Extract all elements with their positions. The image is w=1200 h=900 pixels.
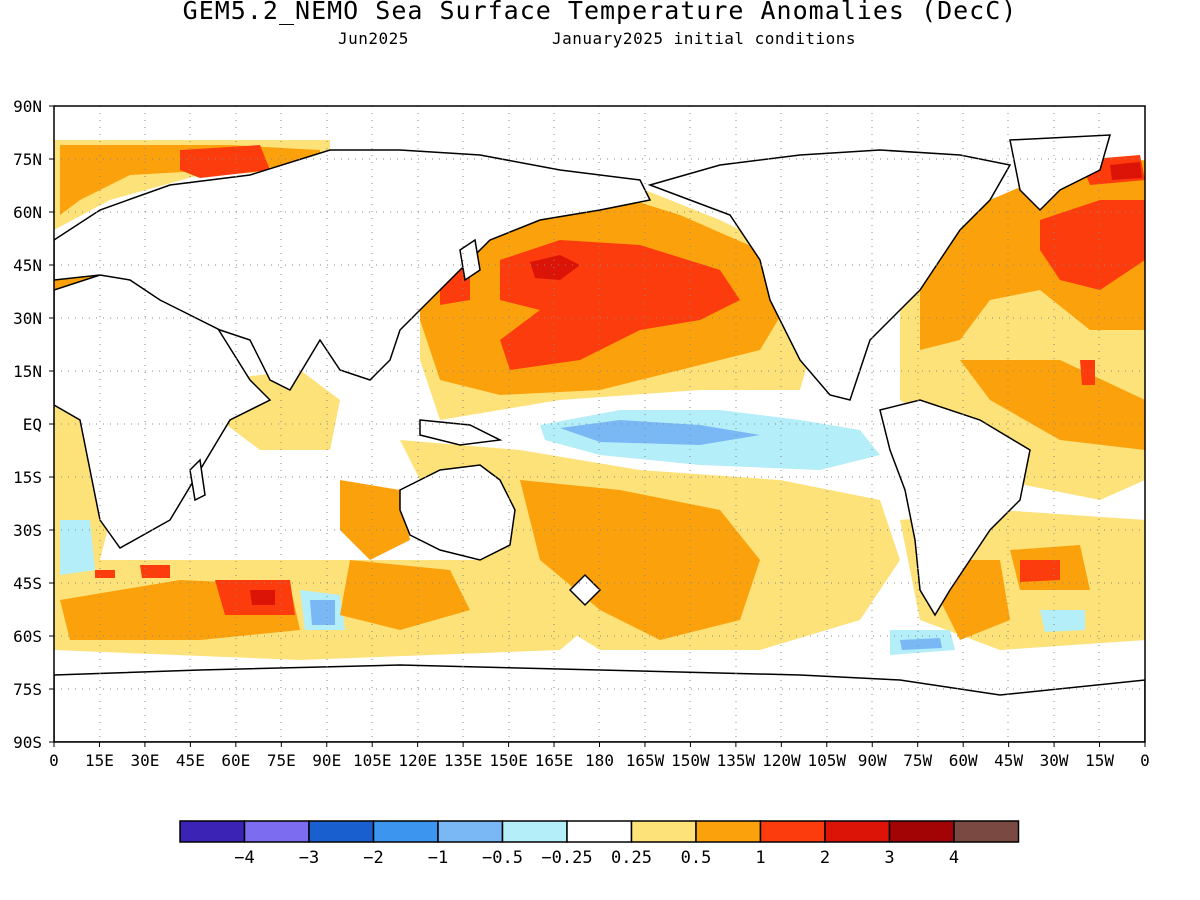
lon-tick-label: 15W: [1085, 751, 1114, 770]
lat-tick-label: 60N: [13, 203, 42, 222]
australia-landmass: [399, 464, 516, 561]
lon-tick-label: 165W: [626, 751, 665, 770]
legend-swatch: [179, 820, 246, 843]
legend-swatch: [759, 820, 826, 843]
legend-label: −2: [363, 848, 383, 868]
initial-conditions: January2025 initial conditions: [552, 29, 856, 48]
eurasia-landmass: [54, 149, 652, 391]
lat-tick-label: 30N: [13, 309, 42, 328]
longitude-labels: 0 15E 30E 45E 60E 75E 90E 105E 120E 135E 150E 165E 1…: [49, 742, 1150, 770]
legend-swatch: [308, 820, 375, 843]
legend-swatch: [824, 820, 891, 843]
lon-tick-label: 120E: [398, 751, 437, 770]
forecast-month: Jun2025: [338, 29, 409, 48]
legend-label: −1: [428, 848, 448, 868]
lon-tick-label: 150W: [671, 751, 710, 770]
lon-tick-label: 180: [585, 751, 614, 770]
lon-tick-label: 30E: [130, 751, 159, 770]
lon-tick-label: 105W: [808, 751, 847, 770]
lat-tick-label: 60S: [13, 627, 42, 646]
lat-tick-label: 15N: [13, 362, 42, 381]
lat-tick-label: 45S: [13, 574, 42, 593]
lon-tick-label: 120W: [762, 751, 801, 770]
legend-swatch: [437, 820, 504, 843]
latitude-labels: 90N 75N 60N 45N 30N 15N EQ 15S 30S 45S 60S 75S 90S: [13, 97, 54, 752]
lon-tick-label: 75E: [267, 751, 296, 770]
lon-tick-label: 90E: [312, 751, 341, 770]
legend-label: −3: [299, 848, 319, 868]
color-legend: −4 −3 −2 −1 −0.5 −0.25 0.25 0.5 1 2 3 4: [179, 820, 1020, 868]
lon-tick-label: 90W: [858, 751, 887, 770]
lon-tick-label: 0: [1140, 751, 1150, 770]
legend-label: 4: [949, 848, 959, 868]
lon-tick-label: 45E: [176, 751, 205, 770]
lon-tick-label: 105E: [353, 751, 392, 770]
lat-tick-label: 15S: [13, 468, 42, 487]
legend-label: −4: [234, 848, 254, 868]
lon-tick-label: 15E: [85, 751, 114, 770]
lon-tick-label: 30W: [1040, 751, 1069, 770]
greenland-landmass: [1009, 134, 1112, 212]
legend-swatch: [372, 820, 439, 843]
legend-swatch: [566, 820, 633, 843]
lat-tick-label: 75N: [13, 150, 42, 169]
legend-label: 1: [755, 848, 765, 868]
legend-swatch: [501, 820, 568, 843]
lat-tick-label: EQ: [23, 415, 42, 434]
antarctica-landmass: [54, 664, 1145, 742]
lon-tick-label: 0: [49, 751, 59, 770]
map-title: GEM5.2_NEMO Sea Surface Temperature Anom…: [182, 0, 1018, 25]
lat-tick-label: 75S: [13, 680, 42, 699]
legend-label: 2: [820, 848, 830, 868]
lon-tick-label: 45W: [994, 751, 1023, 770]
lat-tick-label: 45N: [13, 256, 42, 275]
legend-swatch: [695, 820, 762, 843]
legend-label: 0.5: [681, 848, 712, 868]
anomaly-fill: [54, 140, 1145, 660]
legend-swatch: [953, 820, 1020, 843]
legend-label: 0.25: [611, 848, 652, 868]
legend-label: −0.25: [541, 848, 592, 868]
lon-tick-label: 150E: [489, 751, 528, 770]
lon-tick-label: 135W: [717, 751, 756, 770]
lat-tick-label: 30S: [13, 521, 42, 540]
legend-label: 3: [884, 848, 894, 868]
legend-swatch: [630, 820, 697, 843]
lat-lon-grid: [54, 106, 1145, 742]
lon-tick-label: 60W: [949, 751, 978, 770]
legend-swatch: [888, 820, 955, 843]
legend-swatch: [243, 820, 310, 843]
lat-tick-label: 90S: [13, 733, 42, 752]
lat-tick-label: 90N: [13, 97, 42, 116]
lon-tick-label: 75W: [903, 751, 932, 770]
lon-tick-label: 135E: [444, 751, 483, 770]
lon-tick-label: 60E: [221, 751, 250, 770]
legend-label: −0.5: [482, 848, 523, 868]
lon-tick-label: 165E: [535, 751, 574, 770]
